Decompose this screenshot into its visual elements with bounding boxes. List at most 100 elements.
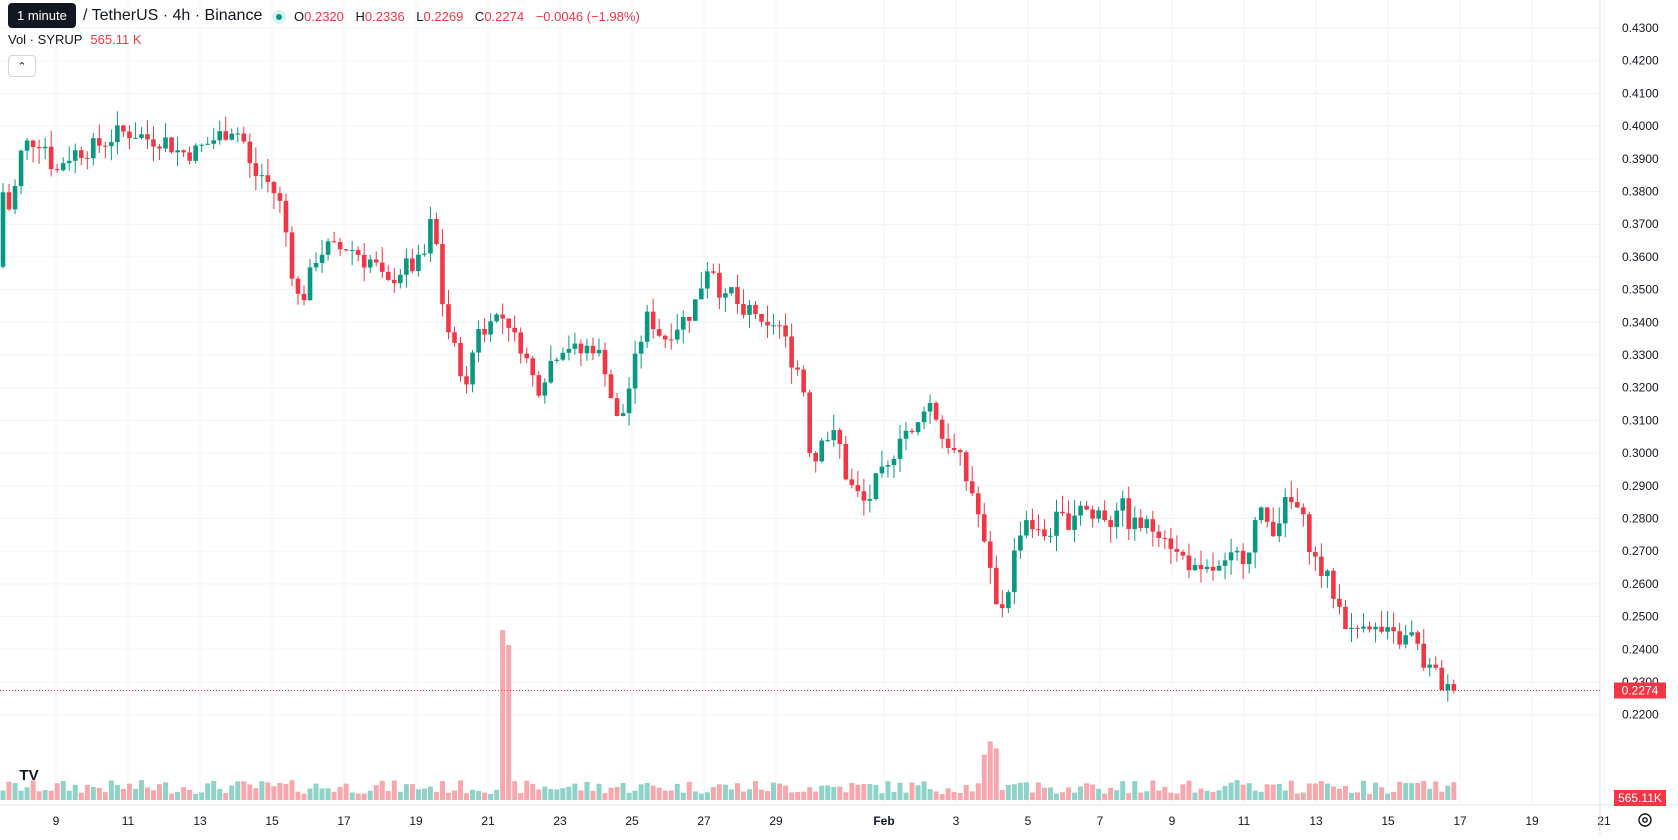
volume-bar — [903, 792, 909, 800]
volume-bar — [759, 789, 765, 800]
volume-bar — [1090, 784, 1096, 800]
volume-bar — [235, 781, 241, 800]
y-tick-label: 0.4300 — [1622, 21, 1659, 35]
volume-bar — [1240, 784, 1246, 800]
volume-bar — [1060, 792, 1066, 800]
volume-bar — [60, 781, 66, 800]
candle-body — [927, 402, 933, 412]
candle-body — [1331, 570, 1336, 599]
volume-bar — [849, 782, 855, 800]
volume-bar — [644, 782, 650, 800]
candle-body — [620, 413, 626, 416]
candle-body — [1096, 510, 1101, 519]
candle-body — [464, 376, 469, 385]
candle-body — [819, 440, 825, 462]
volume-bar — [42, 790, 48, 800]
volume-bar — [1276, 783, 1282, 800]
volume-bar — [1324, 783, 1330, 800]
candle-body — [392, 279, 397, 284]
volume-bar — [488, 793, 494, 800]
candle-body — [1156, 531, 1162, 538]
candle-body — [72, 150, 78, 161]
volume-bar — [674, 783, 680, 800]
volume-bar — [572, 783, 578, 800]
volume-bar — [1144, 791, 1150, 800]
tradingview-logo-icon[interactable]: TV — [19, 766, 39, 784]
volume-bar — [1168, 792, 1174, 800]
x-tick-label: 3 — [953, 814, 960, 828]
volume-bar — [482, 792, 488, 800]
volume-bar — [1005, 785, 1011, 800]
y-tick-label: 0.4200 — [1622, 54, 1659, 68]
volume-bar — [1445, 785, 1451, 800]
candle-body — [241, 133, 247, 142]
volume-bar — [716, 784, 722, 800]
volume-bar — [96, 787, 102, 800]
volume-bar — [1054, 793, 1059, 800]
y-tick-label: 0.3100 — [1622, 413, 1659, 427]
candle-body — [1252, 520, 1258, 553]
volume-bar — [746, 789, 752, 800]
candle-body — [1445, 684, 1451, 691]
candle-body — [795, 367, 800, 370]
volume-bar — [626, 792, 632, 800]
candle-body — [1042, 529, 1047, 537]
candle-body — [512, 327, 517, 333]
volume-legend[interactable]: Vol · SYRUP 565.11 K — [8, 32, 142, 47]
y-tick-label: 0.2700 — [1622, 544, 1659, 558]
x-tick-label: 13 — [193, 814, 207, 828]
candle-body — [831, 430, 837, 441]
candle-body — [843, 443, 849, 480]
market-status-icon[interactable] — [272, 10, 286, 24]
candle-body — [747, 304, 752, 315]
close-label: C — [474, 9, 485, 24]
candle-body — [253, 163, 259, 176]
candle-body — [12, 186, 18, 210]
volume-bar — [1397, 781, 1403, 800]
x-tick-label: Feb — [873, 814, 894, 828]
symbol-title[interactable]: / TetherUS · 4h · Binance — [83, 7, 263, 24]
candle-body — [1006, 592, 1011, 609]
gear-icon[interactable] — [1636, 811, 1654, 829]
candle-body — [897, 438, 903, 459]
candle-body — [1024, 520, 1029, 536]
candle-body — [741, 303, 746, 315]
collapse-legend-button[interactable]: ⌃ — [8, 55, 36, 77]
volume-bar — [554, 789, 560, 800]
volume-bar — [355, 793, 361, 800]
candle-body — [42, 146, 48, 149]
candle-body — [452, 332, 457, 343]
volume-bar — [373, 785, 379, 800]
candle-body — [578, 343, 584, 354]
volume-bar — [993, 748, 999, 800]
volume-bar — [945, 788, 951, 800]
x-tick-label: 23 — [553, 814, 567, 828]
y-tick-label: 0.3700 — [1622, 217, 1659, 231]
candle-body — [849, 479, 855, 486]
candle-body — [404, 258, 409, 275]
x-tick-label: 19 — [409, 814, 423, 828]
candle-body — [283, 200, 289, 233]
candle-body — [1325, 570, 1330, 576]
candle-body — [975, 493, 981, 515]
volume-bar — [1222, 785, 1228, 800]
volume-bar — [126, 783, 132, 800]
volume-bar — [1120, 781, 1126, 800]
candle-body — [355, 249, 361, 255]
candle-body — [711, 271, 716, 273]
candle-body — [1060, 511, 1065, 514]
volume-bar — [1186, 780, 1192, 800]
volume-bar — [452, 790, 457, 800]
candle-body — [1126, 498, 1132, 530]
candle-body — [1216, 565, 1222, 571]
volume-bar — [144, 787, 150, 800]
y-tick-label: 0.4000 — [1622, 119, 1659, 133]
candle-body — [1361, 626, 1366, 629]
candle-body — [1349, 627, 1354, 630]
volume-bar — [1342, 785, 1348, 800]
volume-bar — [1011, 784, 1017, 800]
candle-body — [1391, 627, 1396, 632]
candle-body — [1192, 564, 1198, 571]
